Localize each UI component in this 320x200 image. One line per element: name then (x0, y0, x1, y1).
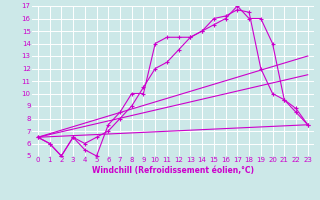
X-axis label: Windchill (Refroidissement éolien,°C): Windchill (Refroidissement éolien,°C) (92, 166, 254, 175)
